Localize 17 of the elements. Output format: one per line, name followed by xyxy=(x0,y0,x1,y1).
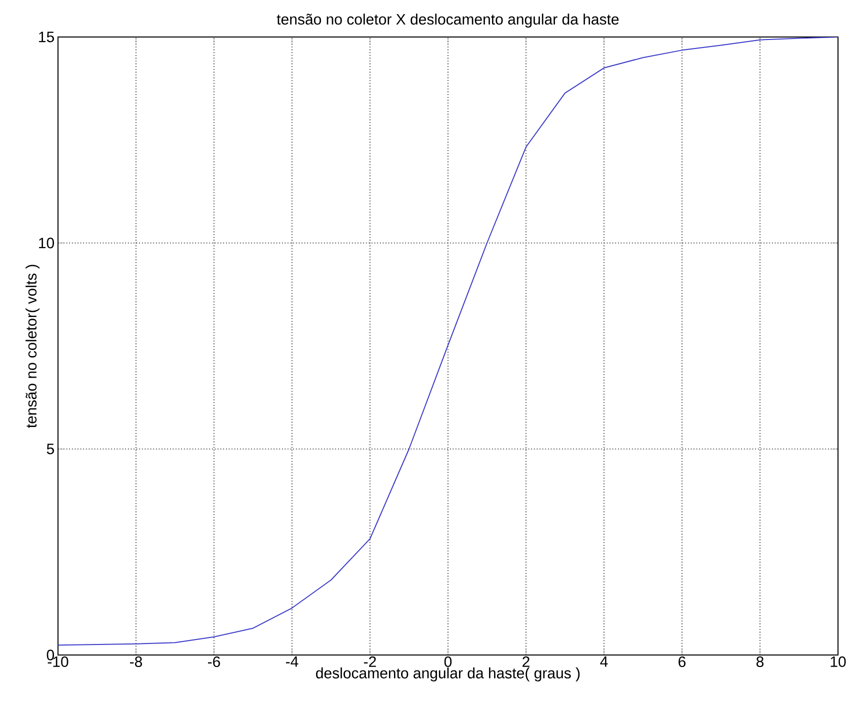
x-tick-label: 8 xyxy=(756,656,764,668)
x-axis-title: deslocamento angular da haste( graus ) xyxy=(316,667,580,682)
y-tick-label: 10 xyxy=(39,238,54,248)
line-series xyxy=(58,36,838,646)
x-tick-label: -4 xyxy=(286,656,298,667)
x-tick-label: -2 xyxy=(364,656,376,667)
chart-title: tensão no coletor X deslocamento angular da haste xyxy=(276,14,619,28)
x-tick-label: 0 xyxy=(444,656,452,668)
y-axis-title: tensão no coletor( volts ) xyxy=(26,264,40,428)
x-tick-label: -8 xyxy=(130,656,142,668)
x-tick-label: 10 xyxy=(830,656,846,668)
x-tick-label: 2 xyxy=(522,656,530,667)
y-tick-label: 15 xyxy=(39,32,54,42)
x-tick-label: -6 xyxy=(208,656,220,668)
y-tick-label: 5 xyxy=(46,444,54,454)
x-tick-label: 4 xyxy=(600,656,608,667)
x-tick-label: 6 xyxy=(678,656,686,668)
